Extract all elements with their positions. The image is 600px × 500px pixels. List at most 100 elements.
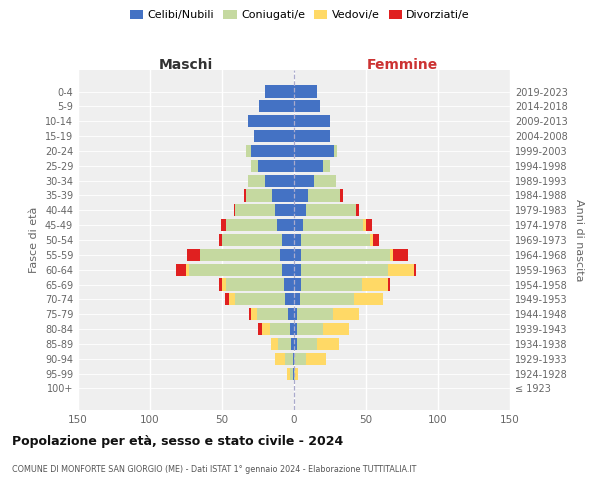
Bar xyxy=(293,352,294,365)
Bar xyxy=(176,264,186,276)
Bar xyxy=(340,190,343,202)
Bar xyxy=(254,130,294,142)
Bar xyxy=(248,115,294,128)
Bar xyxy=(244,190,247,202)
Bar xyxy=(186,264,189,276)
Bar xyxy=(277,219,294,231)
Bar xyxy=(301,278,362,290)
Bar xyxy=(278,338,291,350)
Bar xyxy=(271,338,278,350)
Y-axis label: Anni di nascita: Anni di nascita xyxy=(574,198,584,281)
Bar xyxy=(294,264,301,276)
Bar xyxy=(294,278,301,290)
Bar xyxy=(275,204,294,216)
Bar xyxy=(413,264,416,276)
Bar xyxy=(275,352,286,365)
Bar xyxy=(314,174,336,186)
Bar xyxy=(251,145,294,157)
Bar xyxy=(394,249,408,261)
Bar xyxy=(294,352,305,365)
Bar xyxy=(317,338,338,350)
Bar xyxy=(226,219,277,231)
Bar xyxy=(391,249,394,261)
Bar xyxy=(297,338,317,350)
Bar xyxy=(293,368,294,380)
Bar xyxy=(290,323,294,335)
Bar xyxy=(251,308,257,320)
Bar xyxy=(305,204,356,216)
Bar xyxy=(189,264,283,276)
Bar xyxy=(235,204,275,216)
Bar xyxy=(265,86,294,98)
Bar xyxy=(294,249,301,261)
Bar xyxy=(250,308,251,320)
Bar xyxy=(283,264,294,276)
Bar xyxy=(247,145,251,157)
Bar xyxy=(258,323,262,335)
Bar xyxy=(294,174,314,186)
Bar xyxy=(291,338,294,350)
Bar xyxy=(222,278,226,290)
Bar xyxy=(286,294,294,306)
Bar xyxy=(280,249,294,261)
Bar xyxy=(251,160,258,172)
Bar xyxy=(302,219,363,231)
Bar xyxy=(294,294,300,306)
Bar xyxy=(229,294,235,306)
Bar xyxy=(297,308,333,320)
Bar xyxy=(272,190,294,202)
Bar xyxy=(259,100,294,112)
Bar xyxy=(366,219,372,231)
Bar xyxy=(294,115,330,128)
Bar xyxy=(297,323,323,335)
Bar xyxy=(288,308,294,320)
Bar xyxy=(294,338,297,350)
Bar xyxy=(294,100,320,112)
Bar xyxy=(294,308,297,320)
Bar xyxy=(294,219,302,231)
Bar xyxy=(301,234,370,246)
Bar xyxy=(226,278,284,290)
Bar xyxy=(323,323,349,335)
Bar xyxy=(356,204,359,216)
Text: Maschi: Maschi xyxy=(159,58,213,72)
Bar xyxy=(247,190,272,202)
Bar xyxy=(373,234,379,246)
Bar xyxy=(333,308,359,320)
Bar xyxy=(222,234,283,246)
Bar xyxy=(235,294,286,306)
Bar xyxy=(283,234,294,246)
Bar xyxy=(262,323,269,335)
Legend: Celibi/Nubili, Coniugati/e, Vedovi/e, Divorziati/e: Celibi/Nubili, Coniugati/e, Vedovi/e, Di… xyxy=(125,6,475,25)
Bar xyxy=(287,368,290,380)
Bar xyxy=(258,160,294,172)
Bar xyxy=(233,204,235,216)
Bar xyxy=(290,368,293,380)
Bar xyxy=(269,323,290,335)
Bar xyxy=(284,278,294,290)
Bar xyxy=(294,160,323,172)
Bar xyxy=(294,86,317,98)
Bar xyxy=(300,294,355,306)
Bar xyxy=(370,234,373,246)
Bar xyxy=(308,190,340,202)
Bar xyxy=(363,219,366,231)
Bar xyxy=(294,323,297,335)
Text: COMUNE DI MONFORTE SAN GIORGIO (ME) - Dati ISTAT 1° gennaio 2024 - Elaborazione : COMUNE DI MONFORTE SAN GIORGIO (ME) - Da… xyxy=(12,465,416,474)
Bar xyxy=(295,368,298,380)
Bar xyxy=(286,352,293,365)
Bar xyxy=(305,352,326,365)
Bar xyxy=(187,249,200,261)
Bar xyxy=(225,294,229,306)
Bar xyxy=(301,264,388,276)
Bar xyxy=(219,234,222,246)
Text: Femmine: Femmine xyxy=(367,58,437,72)
Bar xyxy=(294,204,305,216)
Bar xyxy=(355,294,383,306)
Bar xyxy=(362,278,388,290)
Bar xyxy=(265,174,294,186)
Bar xyxy=(200,249,280,261)
Bar xyxy=(323,160,330,172)
Bar xyxy=(294,130,330,142)
Bar xyxy=(294,368,295,380)
